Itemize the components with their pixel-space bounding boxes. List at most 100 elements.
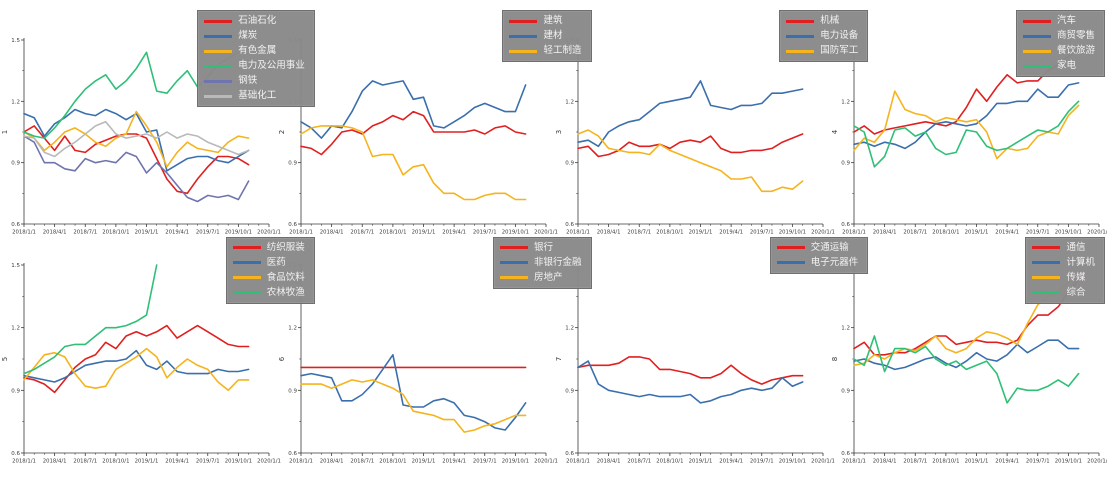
legend-label: 电子元器件 <box>810 256 859 268</box>
legend-line-swatch <box>1032 261 1061 264</box>
legend-label: 轻工制造 <box>543 45 582 56</box>
legend-line-swatch <box>204 64 233 68</box>
legend-line-swatch <box>204 19 233 23</box>
legend-label: 交通运输 <box>810 241 849 253</box>
chart-panel-2: 0.60.91.21.52018/1/12018/4/12018/7/12018… <box>277 0 592 239</box>
svg-text:1.2: 1.2 <box>565 99 574 105</box>
svg-text:0.6: 0.6 <box>842 451 851 457</box>
svg-text:2019/4/1: 2019/4/1 <box>442 230 466 236</box>
legend-item: 煤炭 <box>204 29 305 43</box>
legend-item: 电力及公用事业 <box>204 59 305 73</box>
legend-item: 农林牧渔 <box>232 286 305 300</box>
legend-line-swatch <box>786 34 815 38</box>
chart-legend-3: 机械 电力设备 国防军工 <box>779 10 869 62</box>
legend-line-swatch <box>1022 64 1051 68</box>
legend-item: 基础化工 <box>204 89 305 103</box>
legend-item: 电力设备 <box>786 29 858 43</box>
svg-text:2019/1/1: 2019/1/1 <box>411 458 435 464</box>
svg-text:2020/1/1: 2020/1/1 <box>257 230 281 236</box>
svg-text:2018/7/1: 2018/7/1 <box>904 230 928 236</box>
legend-item: 轻工制造 <box>509 44 582 58</box>
chart-panel-6: 0.60.91.21.52018/1/12018/4/12018/7/12018… <box>277 236 592 478</box>
chart-canvas-8: 0.60.91.21.52018/1/12018/4/12018/7/12018… <box>831 262 1107 464</box>
svg-text:2019/1/1: 2019/1/1 <box>965 458 989 464</box>
svg-text:1.2: 1.2 <box>11 99 20 105</box>
svg-text:2019/4/1: 2019/4/1 <box>719 458 743 464</box>
chart-legend-7: 交通运输 电子元器件 <box>769 236 869 274</box>
svg-text:0.6: 0.6 <box>288 451 297 457</box>
svg-text:2018/7/1: 2018/7/1 <box>73 230 97 236</box>
svg-text:5: 5 <box>1 356 9 360</box>
chart-canvas-4: 0.60.91.21.52018/1/12018/4/12018/7/12018… <box>831 38 1107 236</box>
svg-text:2018/4/1: 2018/4/1 <box>596 458 620 464</box>
svg-text:2018/1/1: 2018/1/1 <box>12 230 36 236</box>
legend-item: 建材 <box>509 29 581 43</box>
legend-label: 非银行金融 <box>533 256 582 268</box>
svg-text:2018/7/1: 2018/7/1 <box>627 458 651 464</box>
legend-line-swatch <box>509 19 538 23</box>
legend-line-swatch <box>776 246 805 249</box>
legend-line-swatch <box>204 49 233 53</box>
svg-text:2018/4/1: 2018/4/1 <box>319 458 343 464</box>
svg-text:2020/1/1: 2020/1/1 <box>1087 230 1107 236</box>
svg-text:2020/1/1: 2020/1/1 <box>534 458 558 464</box>
svg-text:0.6: 0.6 <box>565 451 574 457</box>
svg-text:2020/1/1: 2020/1/1 <box>534 230 558 236</box>
svg-text:0.6: 0.6 <box>288 222 297 228</box>
legend-item: 医药 <box>232 256 305 270</box>
svg-text:0.9: 0.9 <box>565 388 574 394</box>
legend-item: 电子元器件 <box>776 256 859 270</box>
svg-text:2019/10/1: 2019/10/1 <box>225 458 252 464</box>
svg-text:1.2: 1.2 <box>288 325 297 331</box>
svg-text:2019/7/1: 2019/7/1 <box>473 458 497 464</box>
svg-text:2018/1/1: 2018/1/1 <box>566 458 590 464</box>
legend-label: 银行 <box>533 241 553 253</box>
legend-item: 家电 <box>1022 59 1095 73</box>
legend-label: 有色金属 <box>238 45 277 56</box>
svg-text:0.6: 0.6 <box>565 222 574 228</box>
svg-text:2019/10/1: 2019/10/1 <box>1055 458 1082 464</box>
legend-line-swatch <box>1032 291 1061 294</box>
legend-line-swatch <box>509 49 538 53</box>
legend-line-swatch <box>499 276 528 279</box>
svg-text:2018/7/1: 2018/7/1 <box>350 458 374 464</box>
legend-label: 食品饮料 <box>266 271 305 283</box>
svg-text:2018/1/1: 2018/1/1 <box>12 458 36 464</box>
svg-text:2018/4/1: 2018/4/1 <box>873 230 897 236</box>
legend-item: 石油石化 <box>204 14 305 28</box>
legend-line-swatch <box>204 94 233 98</box>
legend-item: 计算机 <box>1032 256 1095 270</box>
legend-label: 计算机 <box>1066 256 1095 268</box>
chart-canvas-5: 0.6 0.9 1.2 1.5 2018/1/1 2018/4/1 2018/7/1 2018… <box>1 262 281 464</box>
svg-text:2020/1/1: 2020/1/1 <box>811 458 835 464</box>
svg-text:2018/1/1: 2018/1/1 <box>566 230 590 236</box>
svg-text:1: 1 <box>1 130 9 134</box>
svg-text:2018/10/1: 2018/10/1 <box>102 458 129 464</box>
legend-label: 通信 <box>1066 241 1086 253</box>
svg-text:2019/4/1: 2019/4/1 <box>442 458 466 464</box>
legend-item: 有色金属 <box>204 44 305 58</box>
legend-line-swatch <box>1032 276 1061 279</box>
chart-legend-2: 建筑建材轻工制造 <box>502 10 592 62</box>
legend-item: 餐饮旅游 <box>1022 44 1095 58</box>
svg-text:1.2: 1.2 <box>11 325 20 331</box>
svg-text:2018/7/1: 2018/7/1 <box>73 458 97 464</box>
legend-label: 基础化工 <box>238 90 277 101</box>
svg-text:2018/10/1: 2018/10/1 <box>656 458 683 464</box>
svg-text:1.5: 1.5 <box>11 38 20 44</box>
svg-text:0.9: 0.9 <box>842 161 851 167</box>
legend-label: 石油石化 <box>238 15 277 26</box>
chart-panel-4: 0.60.91.21.52018/1/12018/4/12018/7/12018… <box>830 0 1107 239</box>
chart-panel-8: 0.60.91.21.52018/1/12018/4/12018/7/12018… <box>830 236 1107 478</box>
svg-text:1.2: 1.2 <box>565 325 574 331</box>
svg-text:0.9: 0.9 <box>288 161 297 167</box>
chart-legend-1: 石油石化 煤炭 有色金属 电力及公用事业 钢铁 基础化工 <box>197 10 315 107</box>
legend-item: 房地产 <box>499 271 582 285</box>
svg-text:0.9: 0.9 <box>842 388 851 394</box>
legend-label: 建筑 <box>543 15 563 26</box>
svg-text:2018/4/1: 2018/4/1 <box>319 230 343 236</box>
legend-item: 传媒 <box>1032 271 1095 285</box>
svg-text:2018/10/1: 2018/10/1 <box>102 230 129 236</box>
svg-text:8: 8 <box>831 356 839 360</box>
legend-line-swatch <box>204 34 233 38</box>
